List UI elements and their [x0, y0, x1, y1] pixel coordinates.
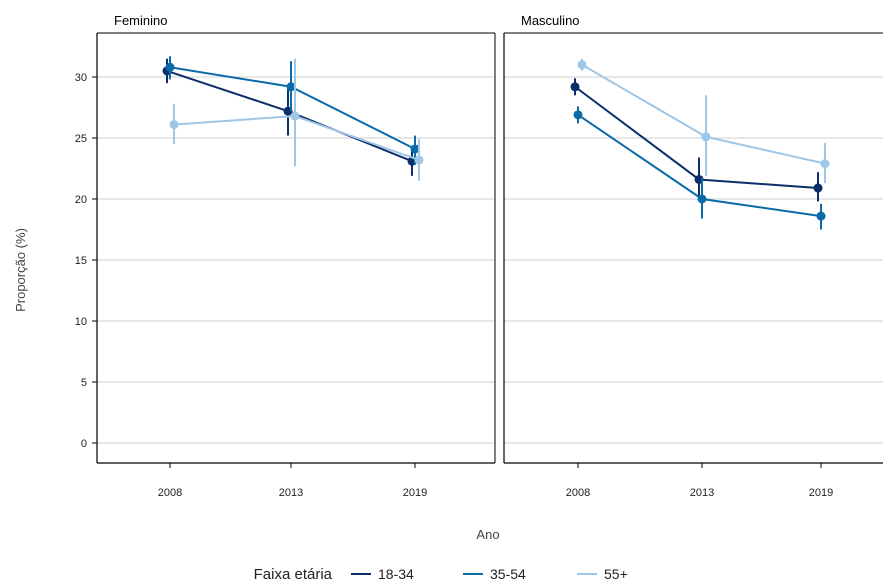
y-tick-label: 15 — [75, 255, 87, 267]
y-tick-label: 20 — [75, 194, 87, 206]
series-line-55+ — [581, 63, 826, 165]
x-tick-label: 2019 — [403, 487, 427, 499]
data-point — [290, 111, 300, 121]
x-tick-label: 2008 — [566, 487, 590, 499]
y-tick-label: 5 — [81, 377, 87, 389]
y-tick-label: 0 — [81, 438, 87, 450]
legend: Faixa etária 18-34 35-54 55+ — [254, 566, 628, 583]
x-axis-title: Ano — [476, 527, 499, 542]
data-point — [570, 82, 580, 92]
data-point — [577, 60, 587, 70]
data-point — [573, 110, 583, 120]
data-point — [697, 194, 707, 204]
x-tick-label: 2013 — [279, 487, 303, 499]
data-point — [816, 211, 826, 221]
panel-feminino: Feminino 2008 2013 2019 — [96, 13, 496, 499]
x-tick-label: 2013 — [690, 487, 714, 499]
x-tick-label: 2008 — [158, 487, 182, 499]
data-point — [410, 144, 420, 154]
x-tick-label: 2019 — [809, 487, 833, 499]
legend-label: 35-54 — [490, 566, 526, 582]
y-tick-label: 10 — [75, 316, 87, 328]
legend-label: 55+ — [604, 566, 628, 582]
data-point — [820, 159, 830, 169]
series-line-35-54 — [169, 66, 416, 150]
panel-title: Masculino — [521, 13, 580, 28]
legend-label: 18-34 — [378, 566, 414, 582]
data-point — [169, 120, 179, 130]
y-axis: 0 5 10 15 20 25 30 — [75, 72, 97, 450]
y-tick-label: 25 — [75, 133, 87, 145]
legend-title: Faixa etária — [254, 566, 333, 583]
data-point — [165, 62, 175, 72]
data-point — [701, 132, 711, 142]
data-point — [813, 183, 823, 193]
panel-masculino: Masculino 2008 2013 2019 — [503, 13, 883, 499]
data-point — [414, 155, 424, 165]
y-tick-label: 30 — [75, 72, 87, 84]
y-axis-title: Proporção (%) — [13, 228, 28, 312]
data-point — [286, 82, 296, 92]
panel-title: Feminino — [114, 13, 167, 28]
